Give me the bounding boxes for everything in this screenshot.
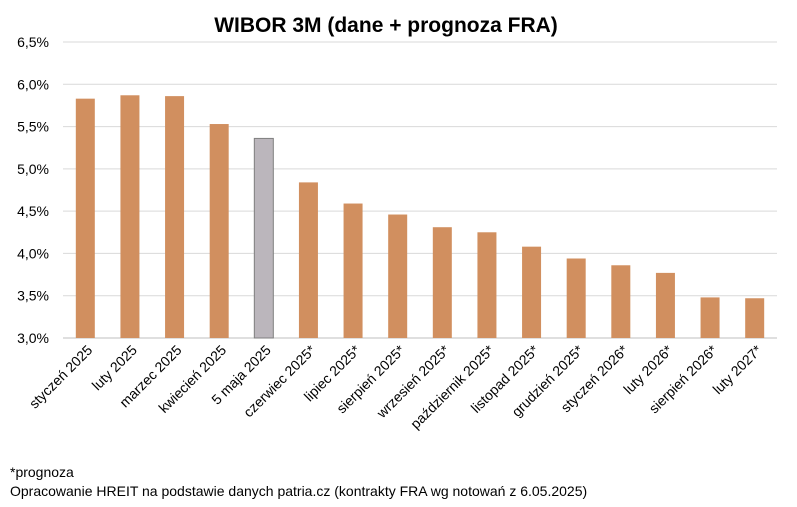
bar (75, 98, 95, 338)
y-tick-label: 3,0% (17, 330, 49, 346)
bar-highlighted (253, 137, 274, 339)
y-tick-label: 6,0% (17, 76, 49, 92)
source-text: Opracowanie HREIT na podstawie danych pa… (10, 483, 588, 499)
chart-title: WIBOR 3M (dane + prognoza FRA) (214, 14, 558, 37)
bar (298, 182, 318, 338)
bar (611, 265, 631, 338)
chart-notes: *prognoza Opracowanie HREIT na podstawie… (10, 463, 587, 501)
bar (432, 227, 452, 338)
bar (343, 203, 363, 338)
y-tick-label: 6,5% (17, 34, 49, 50)
y-tick-label: 4,0% (17, 245, 49, 261)
bars (75, 95, 765, 339)
x-tick-label: październik 2025* (407, 341, 497, 431)
footnote-text: *prognoza (10, 464, 74, 480)
bar (477, 232, 497, 338)
x-tick-label: luty 2027* (709, 341, 765, 397)
x-tick-label: styczeń 2025 (26, 342, 96, 412)
y-tick-label: 5,0% (17, 161, 49, 177)
bar (655, 272, 675, 338)
bar (209, 124, 229, 338)
bar-chart: WIBOR 3M (dane + prognoza FRA) 3,0% 3,5% 4… (17, 14, 777, 432)
y-tick-label: 3,5% (17, 288, 49, 304)
y-tick-label: 4,5% (17, 203, 49, 219)
y-axis-ticks: 3,0% 3,5% 4,0% 4,5% 5,0% 5,5% 6,0% 6,5% (17, 34, 49, 346)
bar (522, 246, 542, 338)
bar (120, 95, 140, 338)
bar (388, 214, 408, 338)
bar (700, 297, 720, 338)
bar (165, 96, 185, 338)
y-tick-label: 5,5% (17, 119, 49, 135)
bar (745, 298, 765, 338)
bar (566, 258, 586, 338)
